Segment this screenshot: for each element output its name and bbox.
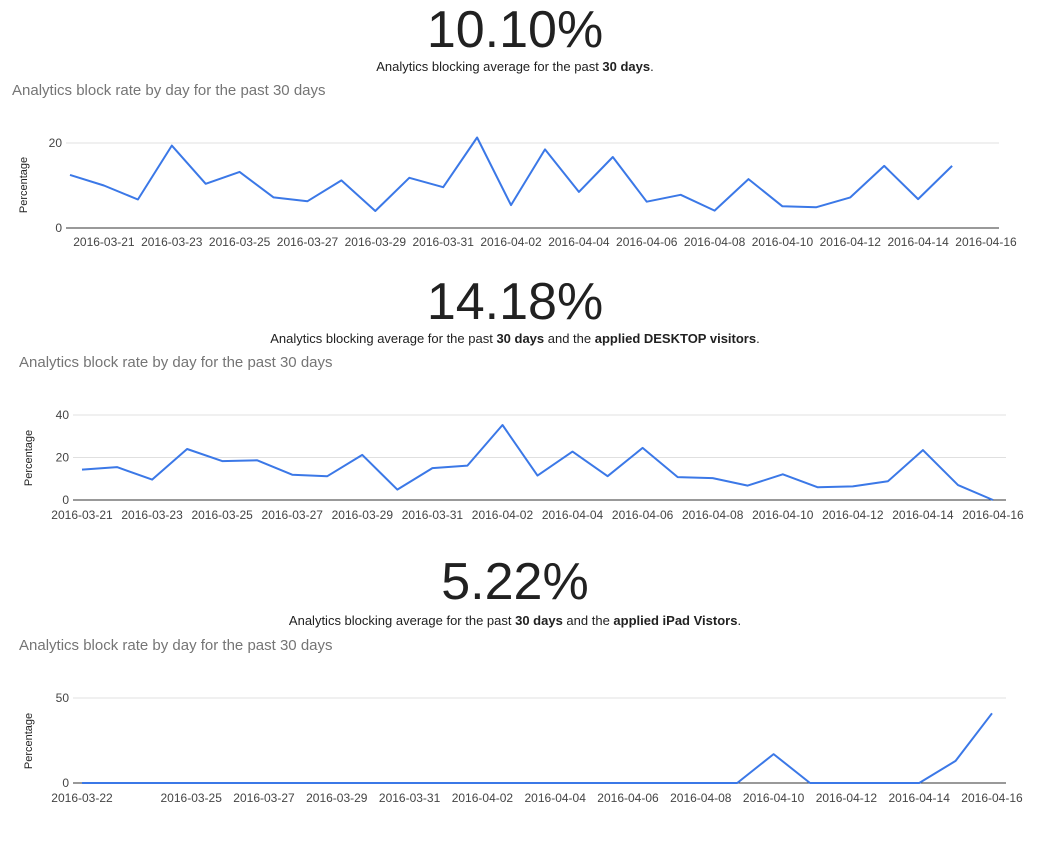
x-tick-label: 2016-03-21 [51, 508, 113, 522]
y-axis-label: Percentage [23, 713, 35, 769]
x-tick-label: 2016-03-31 [402, 508, 464, 522]
caption-text: Analytics blocking average for the past [270, 331, 497, 346]
x-tick-label: 2016-04-04 [525, 791, 587, 805]
x-tick-label: 2016-04-10 [752, 508, 814, 522]
x-tick-label: 2016-04-16 [961, 791, 1023, 805]
x-tick-label: 2016-03-25 [209, 235, 271, 249]
x-tick-label: 2016-04-04 [542, 508, 604, 522]
caption-bold-period: 30 days [515, 613, 563, 628]
y-tick-label: 0 [62, 776, 69, 790]
x-tick-label: 2016-03-29 [332, 508, 394, 522]
chart-title: Analytics block rate by day for the past… [19, 354, 333, 371]
caption-bold-segment: applied DESKTOP visitors [594, 331, 757, 346]
x-tick-label: 2016-04-14 [892, 508, 954, 522]
caption-text: Analytics blocking average for the past [288, 613, 516, 628]
caption-bold-segment: applied iPad Vistors [613, 613, 738, 628]
y-axis-label: Percentage [23, 430, 35, 486]
overall-average-value: 10.10% [426, 1, 604, 59]
x-tick-label: 2016-03-27 [277, 235, 339, 249]
caption-text-end: . [650, 59, 654, 74]
caption-bold-period: 30 days [602, 59, 651, 74]
x-tick-label: 2016-04-10 [743, 791, 805, 805]
series-line [82, 712, 993, 784]
y-tick-label: 40 [56, 408, 70, 422]
caption-text-mid: and the [544, 331, 595, 346]
x-tick-label: 2016-04-06 [597, 791, 659, 805]
y-tick-label: 20 [56, 451, 70, 465]
caption-bold-period: 30 days [496, 331, 545, 346]
y-tick-label: 50 [56, 691, 70, 705]
desktop-average-value: 14.18% [426, 273, 604, 331]
x-tick-label: 2016-04-16 [962, 508, 1024, 522]
ipad-average-caption: Analytics blocking average for the past … [0, 613, 1030, 629]
x-tick-label: 2016-03-22 [51, 791, 113, 805]
x-tick-label: 2016-03-31 [379, 791, 441, 805]
y-tick-label: 20 [49, 136, 63, 150]
x-tick-label: 2016-04-12 [822, 508, 884, 522]
x-tick-label: 2016-03-27 [233, 791, 295, 805]
x-tick-label: 2016-04-04 [548, 235, 610, 249]
line-chart-overall: 0 20 Percentage 2016-03-21 2016-03-23 2016-03… [18, 136, 1017, 249]
desktop-average-caption: Analytics blocking average for the past … [0, 331, 1030, 347]
x-tick-label: 2016-03-21 [73, 235, 135, 249]
y-axis-label: Percentage [18, 157, 30, 213]
x-tick-label: 2016-04-06 [616, 235, 678, 249]
caption-text-end: . [737, 613, 742, 628]
x-tick-label: 2016-04-08 [670, 791, 732, 805]
line-chart-desktop: 0 20 40 Percentage 2016-03-21 2016-03-23 2016-… [23, 408, 1024, 522]
x-tick-label: 2016-03-29 [306, 791, 368, 805]
x-tick-label: 2016-04-08 [684, 235, 746, 249]
x-tick-label: 2016-03-23 [121, 508, 183, 522]
caption-text-end: . [756, 331, 760, 346]
x-tick-label: 2016-04-10 [752, 235, 814, 249]
x-tick-label: 2016-04-02 [452, 791, 514, 805]
x-tick-label: 2016-04-02 [472, 508, 534, 522]
series-line [81, 424, 994, 501]
y-tick-label: 0 [62, 493, 69, 507]
x-tick-label: 2016-04-06 [612, 508, 674, 522]
chart-title: Analytics block rate by day for the past… [19, 637, 333, 654]
x-tick-label: 2016-03-27 [262, 508, 324, 522]
x-tick-label: 2016-04-02 [480, 235, 542, 249]
caption-text-mid: and the [562, 613, 614, 628]
x-tick-label: 2016-03-25 [161, 791, 223, 805]
caption-text: Analytics blocking average for the past [376, 59, 603, 74]
x-tick-label: 2016-04-08 [682, 508, 744, 522]
x-tick-label: 2016-04-12 [816, 791, 878, 805]
y-tick-label: 0 [55, 221, 62, 235]
x-tick-label: 2016-04-12 [820, 235, 882, 249]
x-tick-label: 2016-03-25 [191, 508, 253, 522]
ipad-average-value: 5.22% [441, 553, 589, 611]
x-tick-label: 2016-03-31 [412, 235, 474, 249]
x-tick-label: 2016-03-29 [345, 235, 407, 249]
overall-average-caption: Analytics blocking average for the past … [0, 59, 1030, 75]
chart-title: Analytics block rate by day for the past… [12, 82, 326, 99]
series-line [69, 136, 953, 212]
x-tick-label: 2016-04-16 [955, 235, 1017, 249]
x-tick-label: 2016-04-14 [887, 235, 949, 249]
x-tick-label: 2016-03-23 [141, 235, 203, 249]
x-tick-label: 2016-04-14 [889, 791, 951, 805]
